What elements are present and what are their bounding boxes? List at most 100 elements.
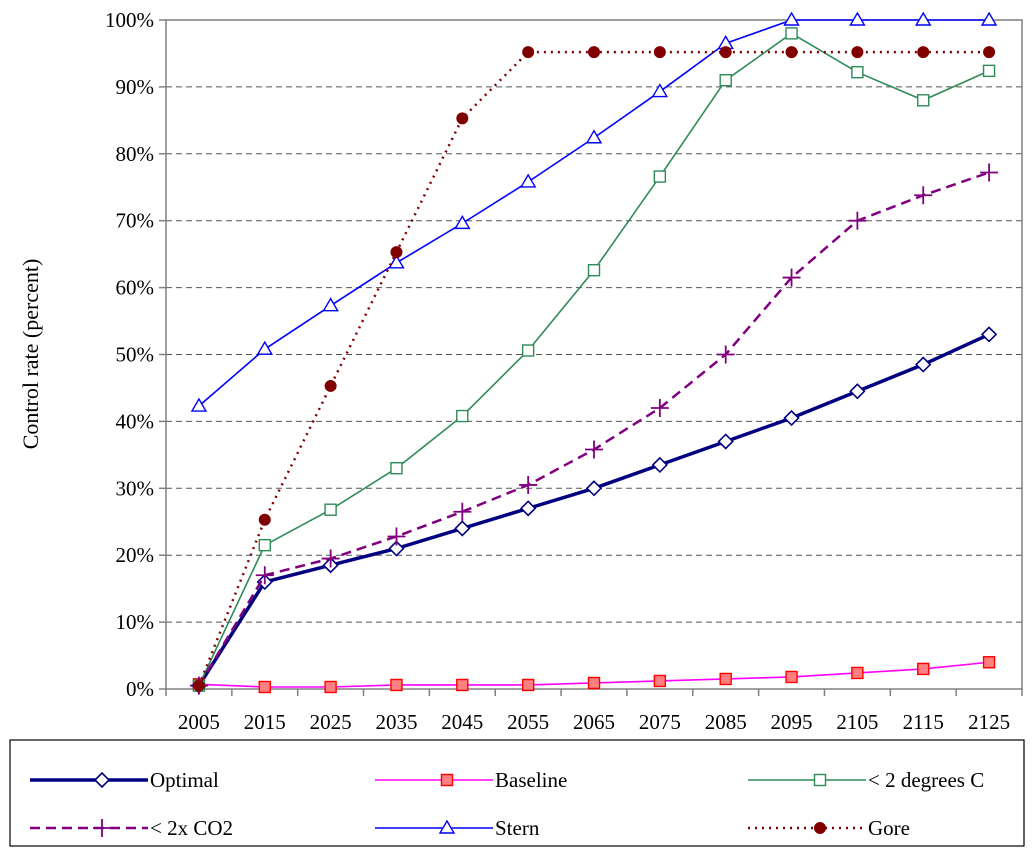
data-point — [849, 383, 866, 400]
data-point — [851, 46, 864, 59]
data-point — [454, 520, 471, 537]
data-point — [980, 11, 998, 26]
data-point — [190, 397, 208, 412]
data-point — [519, 475, 538, 494]
data-point — [719, 74, 732, 87]
data-point — [324, 680, 337, 694]
y-tick-label: 70% — [116, 209, 155, 233]
data-point — [917, 94, 930, 107]
x-tick-label: 2025 — [310, 710, 352, 734]
x-tick-label: 2065 — [573, 710, 615, 734]
data-point — [520, 500, 537, 517]
data-point — [256, 340, 273, 355]
data-point — [390, 246, 403, 259]
data-point — [849, 11, 866, 26]
data-point — [851, 65, 864, 79]
data-point — [716, 345, 735, 364]
y-axis-label: Control rate (percent) — [18, 259, 43, 450]
data-point — [585, 480, 603, 497]
data-point — [255, 566, 274, 585]
data-point — [322, 297, 339, 312]
x-tick-label: 2075 — [639, 710, 681, 734]
legend-entry: < 2x CO2 — [30, 816, 233, 840]
y-tick-label: 90% — [116, 75, 155, 99]
x-tick-label: 2115 — [903, 710, 944, 734]
data-point — [982, 64, 996, 78]
data-point — [848, 211, 867, 230]
data-point — [521, 678, 535, 692]
data-point — [258, 538, 271, 552]
gridlines — [166, 86, 1022, 623]
legend-entry: Baseline — [375, 768, 567, 792]
series-0 — [190, 326, 998, 694]
x-tick-label: 2015 — [244, 710, 286, 734]
data-point — [456, 409, 469, 423]
data-point — [915, 356, 932, 373]
data-point — [387, 527, 406, 546]
legend-label: Optimal — [150, 768, 219, 792]
data-point — [785, 670, 798, 684]
data-point — [717, 433, 734, 450]
legend-swatch-marker — [438, 819, 456, 834]
legend-swatch-marker — [814, 822, 826, 834]
data-point — [521, 344, 535, 357]
data-point — [456, 112, 469, 125]
data-point — [980, 163, 999, 182]
x-tick-label: 2055 — [507, 710, 549, 734]
series-layer — [189, 11, 999, 695]
data-point — [915, 11, 932, 26]
data-point — [851, 666, 864, 680]
legend-label: Stern — [495, 816, 540, 840]
legend-entry: < 2 degrees C — [748, 768, 984, 792]
data-point — [783, 409, 800, 427]
y-tick-label: 50% — [116, 343, 155, 367]
data-point — [917, 46, 930, 59]
y-tick-label: 60% — [116, 276, 155, 300]
data-point — [324, 503, 337, 516]
legend-label: < 2 degrees C — [868, 768, 984, 792]
legend-entry: Gore — [748, 816, 910, 840]
data-point — [653, 170, 667, 183]
y-tick-label: 80% — [116, 142, 155, 166]
legend-entry: Optimal — [30, 768, 219, 792]
data-point — [588, 46, 600, 59]
y-tick-label: 20% — [116, 543, 155, 567]
data-point — [390, 462, 403, 475]
data-point — [650, 399, 669, 418]
data-point — [782, 268, 801, 287]
series-1 — [192, 656, 996, 694]
legend-label: Baseline — [495, 768, 567, 792]
data-point — [321, 549, 340, 568]
data-point — [453, 502, 472, 521]
y-tick-label: 30% — [116, 476, 155, 500]
legend-entry: Stern — [375, 816, 540, 840]
series-line — [197, 332, 990, 687]
data-point — [651, 456, 668, 474]
series-3 — [189, 163, 999, 695]
y-axis-ticks: 0% 10% 20% 30% 40% 50% 60% 70% 80% 90% 100% — [105, 8, 166, 701]
x-tick-label: 2085 — [705, 710, 747, 734]
data-point — [785, 46, 798, 59]
data-point — [258, 513, 271, 526]
data-point — [388, 254, 405, 269]
legend-swatch-marker — [813, 773, 827, 787]
data-point — [783, 11, 800, 26]
data-point — [982, 656, 996, 669]
data-point — [522, 46, 535, 59]
data-point — [390, 678, 403, 692]
data-point — [719, 46, 732, 59]
data-point — [587, 264, 601, 277]
data-point — [651, 83, 669, 98]
legend-swatch-marker — [93, 771, 111, 789]
plot-area-frame — [165, 19, 1023, 690]
data-point — [785, 27, 798, 40]
legend-label: < 2x CO2 — [150, 816, 233, 840]
data-point — [258, 680, 271, 694]
y-tick-label: 10% — [116, 610, 155, 634]
data-point — [388, 540, 405, 557]
data-point — [587, 676, 601, 690]
legend-swatch-marker — [93, 819, 111, 837]
legend: Optimal Baseline < 2 degrees C < 2x CO2 Ster… — [30, 768, 984, 840]
data-point — [585, 440, 603, 459]
